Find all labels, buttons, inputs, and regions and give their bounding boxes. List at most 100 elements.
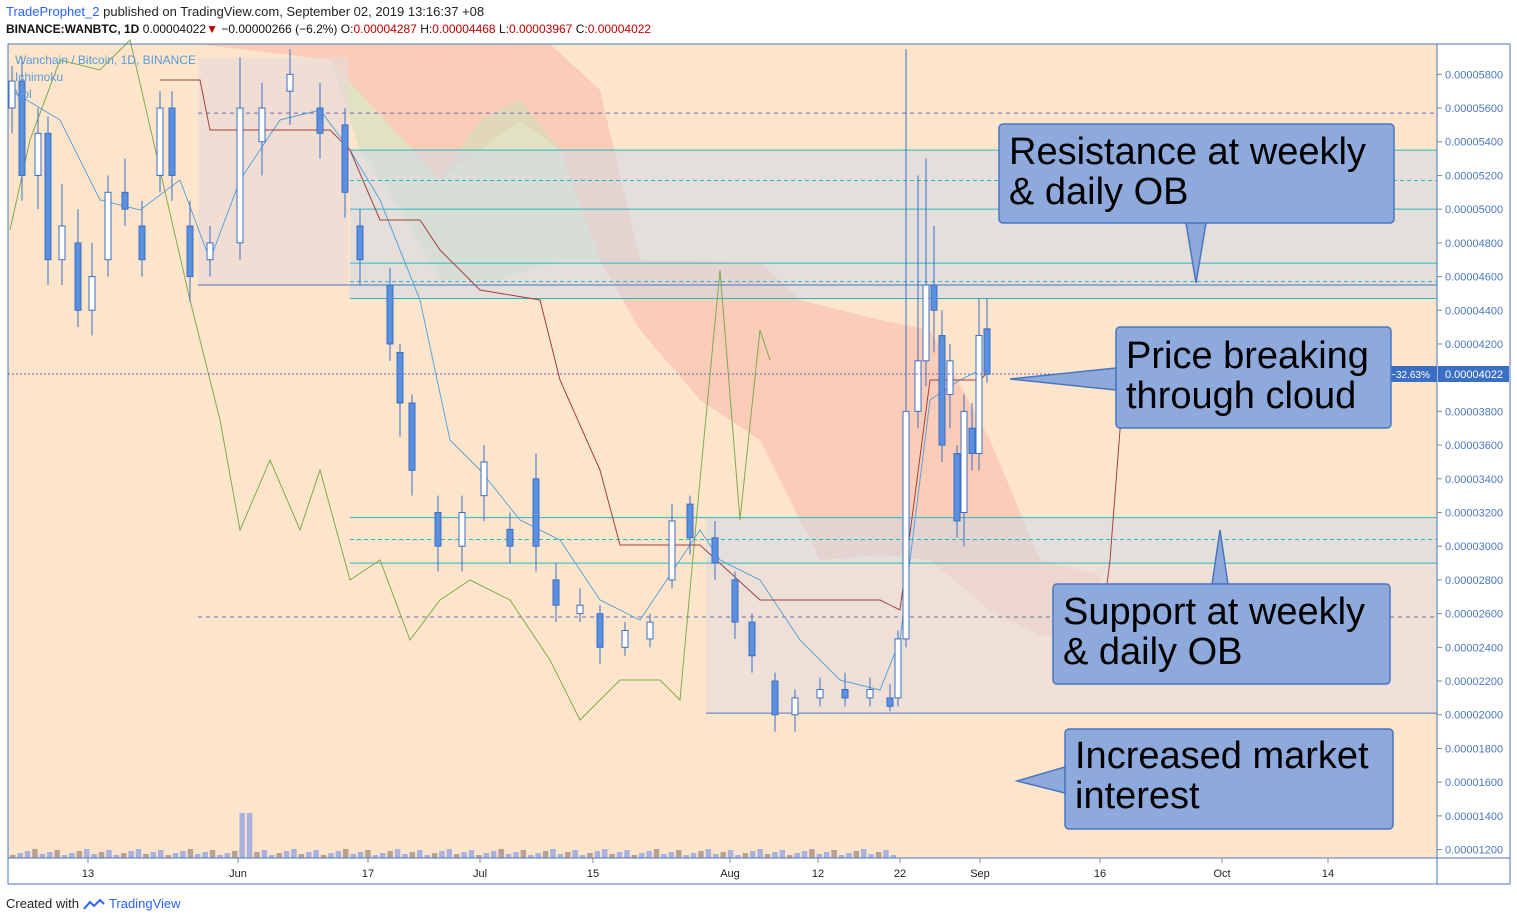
last-price: 0.00004022	[142, 22, 207, 36]
volume-bar	[165, 855, 171, 858]
candle-body	[104, 191, 112, 261]
volume-bar	[24, 851, 31, 858]
price-change: −0.00000266 (−6.2%)	[221, 22, 338, 36]
volume-bar	[424, 855, 430, 858]
volume-bar	[594, 851, 601, 858]
volume-bar	[409, 852, 416, 858]
volume-bar	[350, 854, 356, 858]
x-tick-label: 13	[82, 868, 94, 880]
volume-bar	[646, 851, 652, 858]
last-change-label: −32.63%	[1390, 370, 1430, 381]
last-change-badge	[1384, 365, 1437, 382]
volume-bar	[565, 852, 571, 858]
x-tick-label: Oct	[1213, 868, 1230, 880]
y-tick-label: 0.00003000	[1445, 541, 1503, 553]
volume-bar	[890, 855, 897, 858]
open-value: 0.00004287	[353, 22, 417, 36]
candle-body	[88, 276, 96, 311]
x-tick-label: Aug	[720, 868, 740, 880]
candle-body	[186, 225, 194, 278]
candle-body	[168, 107, 176, 176]
y-tick-label: 0.00002000	[1445, 710, 1503, 722]
volume-bar	[394, 849, 401, 858]
volume-bar	[535, 853, 541, 858]
callout-resistance-text: Resistance at weekly & daily OB	[1009, 131, 1366, 213]
candle-body	[532, 478, 540, 547]
volume-bar	[668, 852, 675, 858]
candle-body	[646, 621, 654, 640]
legend-ichimoku[interactable]: Ichimoku	[15, 70, 64, 84]
y-tick-label: 0.00001200	[1445, 845, 1503, 857]
y-tick-label: 0.00003600	[1445, 440, 1503, 452]
volume-bar	[69, 853, 75, 858]
volume-bar	[446, 849, 453, 858]
volume-bar	[587, 853, 593, 858]
candle-body	[902, 410, 910, 640]
legend-volume[interactable]: Vol	[15, 87, 32, 101]
candle-body	[74, 242, 82, 311]
volume-bar	[431, 853, 438, 858]
candle-body	[206, 242, 214, 261]
candle-body	[731, 579, 739, 623]
volume-bar	[883, 850, 889, 858]
volume-bar	[39, 854, 46, 858]
volume-bar	[224, 853, 231, 858]
volume-bar	[402, 854, 408, 858]
cloud-bearish	[198, 44, 1100, 640]
volume-bar	[683, 855, 689, 858]
volume-bar	[676, 850, 682, 858]
volume-bar	[868, 854, 874, 858]
y-tick-label: 0.00003800	[1445, 406, 1503, 418]
candle-body	[58, 225, 66, 261]
candle-body	[286, 73, 294, 92]
candle-body	[138, 225, 146, 261]
volume-bar	[698, 851, 704, 858]
legend-pair[interactable]: Wanchain / Bitcoin, 1D, BINANCE	[15, 53, 196, 67]
volume-bar	[61, 855, 68, 858]
volume-bar	[291, 849, 297, 858]
volume-bar	[572, 850, 578, 858]
volume-bar	[121, 853, 127, 858]
candle-body	[44, 132, 52, 261]
volume-bar	[32, 849, 38, 858]
chart-frame	[7, 43, 1511, 885]
volume-bars	[10, 813, 897, 858]
volume-bar	[609, 854, 615, 858]
candle-body	[771, 680, 779, 716]
volume-bar	[91, 854, 97, 858]
candle-body	[938, 335, 946, 446]
candle-body	[356, 225, 364, 261]
y-tick-label: 0.00004200	[1445, 339, 1503, 351]
volume-bar	[720, 852, 726, 858]
volume-bar	[772, 852, 778, 858]
x-tick-label: Jun	[229, 868, 247, 880]
volume-bar	[113, 855, 120, 858]
tradingview-brand[interactable]: TradingView	[108, 896, 181, 911]
y-tick-label: 0.00005400	[1445, 137, 1503, 149]
base-line	[160, 79, 991, 611]
candle-body	[866, 688, 874, 699]
candle-body	[894, 638, 902, 699]
published-text: published on TradingView.com, September …	[103, 4, 485, 19]
volume-bar	[831, 850, 837, 858]
y-tick-label: 0.00001600	[1445, 777, 1503, 789]
candle-body	[576, 604, 584, 615]
y-tick-label: 0.00002400	[1445, 642, 1503, 654]
volume-bar	[461, 852, 467, 858]
x-tick-label: 17	[362, 868, 374, 880]
volume-bar	[476, 855, 482, 858]
volume-bar	[557, 854, 564, 858]
volume-bar	[875, 852, 882, 858]
volume-bar	[387, 851, 393, 858]
candle-body	[596, 613, 604, 648]
high-label: H:	[420, 22, 433, 36]
candle-body	[914, 360, 922, 412]
volume-bar	[727, 850, 734, 858]
candle-body	[18, 80, 26, 176]
callout-box	[1115, 326, 1392, 429]
y-tick-label: 0.00001800	[1445, 743, 1503, 755]
y-tick-label: 0.00002800	[1445, 575, 1503, 587]
candle-body	[668, 520, 676, 581]
author-name[interactable]: TradeProphet_2	[6, 4, 100, 19]
